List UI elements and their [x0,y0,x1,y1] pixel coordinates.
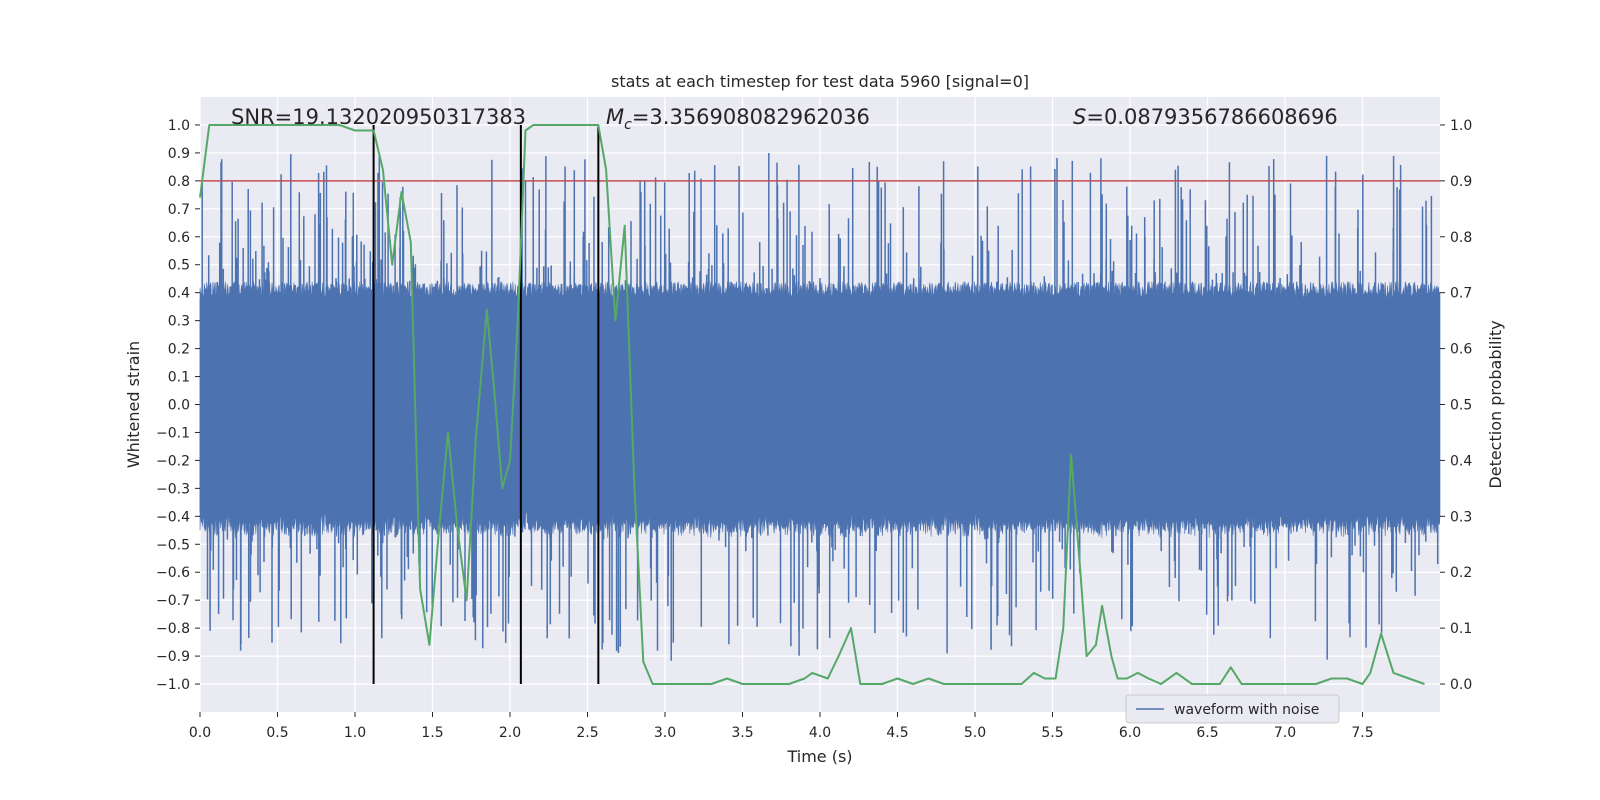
y-tick-label: −0.9 [156,649,190,665]
y-tick-label: −0.8 [156,621,190,637]
y2-tick-label: 0.0 [1450,677,1472,693]
legend-label-waveform: waveform with noise [1174,702,1319,718]
y-axis-label: Whitened strain [124,341,143,468]
y2-tick-label: 1.0 [1450,118,1472,134]
x-tick-label: 3.0 [654,725,676,741]
y-tick-label: 1.0 [168,118,190,134]
y-tick-label: −0.3 [156,481,190,497]
chart-title: stats at each timestep for test data 596… [611,72,1029,91]
annotation-mc-value: =3.356908082962036 [632,105,870,129]
x-tick-label: 1.0 [344,725,366,741]
y-tick-label: −0.4 [156,509,190,525]
y-tick-label: 0.7 [168,202,190,218]
y-tick-label: 0.9 [168,146,190,162]
legend: waveform with noise [1125,694,1340,724]
annotation-snr: SNR=19.132020950317383 [231,105,526,129]
annotation-s: S=0.0879356786608696 [1073,105,1338,129]
y2-tick-label: 0.7 [1450,286,1472,302]
y-tick-label: −0.7 [156,593,190,609]
x-tick-label: 1.5 [421,725,443,741]
y-tick-label: 0.6 [168,230,190,246]
y2-tick-label: 0.5 [1450,398,1472,414]
x-tick-label: 7.0 [1274,725,1296,741]
y2-axis-label: Detection probability [1486,320,1505,488]
y2-tick-label: 0.9 [1450,174,1472,190]
y-tick-label: 0.0 [168,398,190,414]
axes: 0.0 0.5 1.0 1.5 2.0 2.5 3.0 3.5 4.0 4.5 5.0 5.5 6.0 6… [156,118,1472,741]
y-tick-label: −0.2 [156,453,190,469]
y2-tick-label: 0.1 [1450,621,1472,637]
x-axis-label: Time (s) [786,747,852,766]
legend-box [1125,694,1340,724]
y-tick-label: 0.5 [168,258,190,274]
x-tick-label: 7.5 [1351,725,1373,741]
x-tick-label: 4.5 [886,725,908,741]
x-tick-label: 3.5 [731,725,753,741]
x-tick-label: 4.0 [809,725,831,741]
x-tick-label: 0.5 [266,725,288,741]
y2-tick-label: 0.6 [1450,342,1472,358]
y2-tick-label: 0.4 [1450,453,1472,469]
waveform-spikes [199,153,1441,661]
annotation-s-symbol: S [1073,105,1086,129]
y-tick-label: 0.1 [168,370,190,386]
x-tick-label: 6.0 [1119,725,1141,741]
vertical-markers [372,124,600,685]
annotation-chirp-mass: Mc=3.356908082962036 [606,105,870,133]
x-tick-label: 2.5 [576,725,598,741]
annotation-s-value: =0.0879356786608696 [1086,105,1337,129]
series-detection-probability [199,124,1425,685]
annotation-mc-symbol: M [606,105,624,129]
detection-probability-line [199,124,1425,685]
y-tick-label: 0.2 [168,342,190,358]
y2-tick-label: 0.2 [1450,565,1472,581]
y-tick-label: 0.8 [168,174,190,190]
y-tick-label: −1.0 [156,677,190,693]
y2-tick-label: 0.3 [1450,509,1472,525]
annotation-mc-subscript: c [624,117,632,133]
x-tick-label: 5.0 [964,725,986,741]
x-tick-label: 2.0 [499,725,521,741]
y-tick-label: −0.6 [156,565,190,581]
x-tick-label: 6.5 [1196,725,1218,741]
x-tick-label: 5.5 [1041,725,1063,741]
y-tick-label: 0.3 [168,314,190,330]
y-tick-label: −0.5 [156,537,190,553]
y-tick-label: 0.4 [168,286,190,302]
y2-tick-label: 0.8 [1450,230,1472,246]
x-tick-label: 0.0 [189,725,211,741]
y-tick-label: −0.1 [156,425,190,441]
